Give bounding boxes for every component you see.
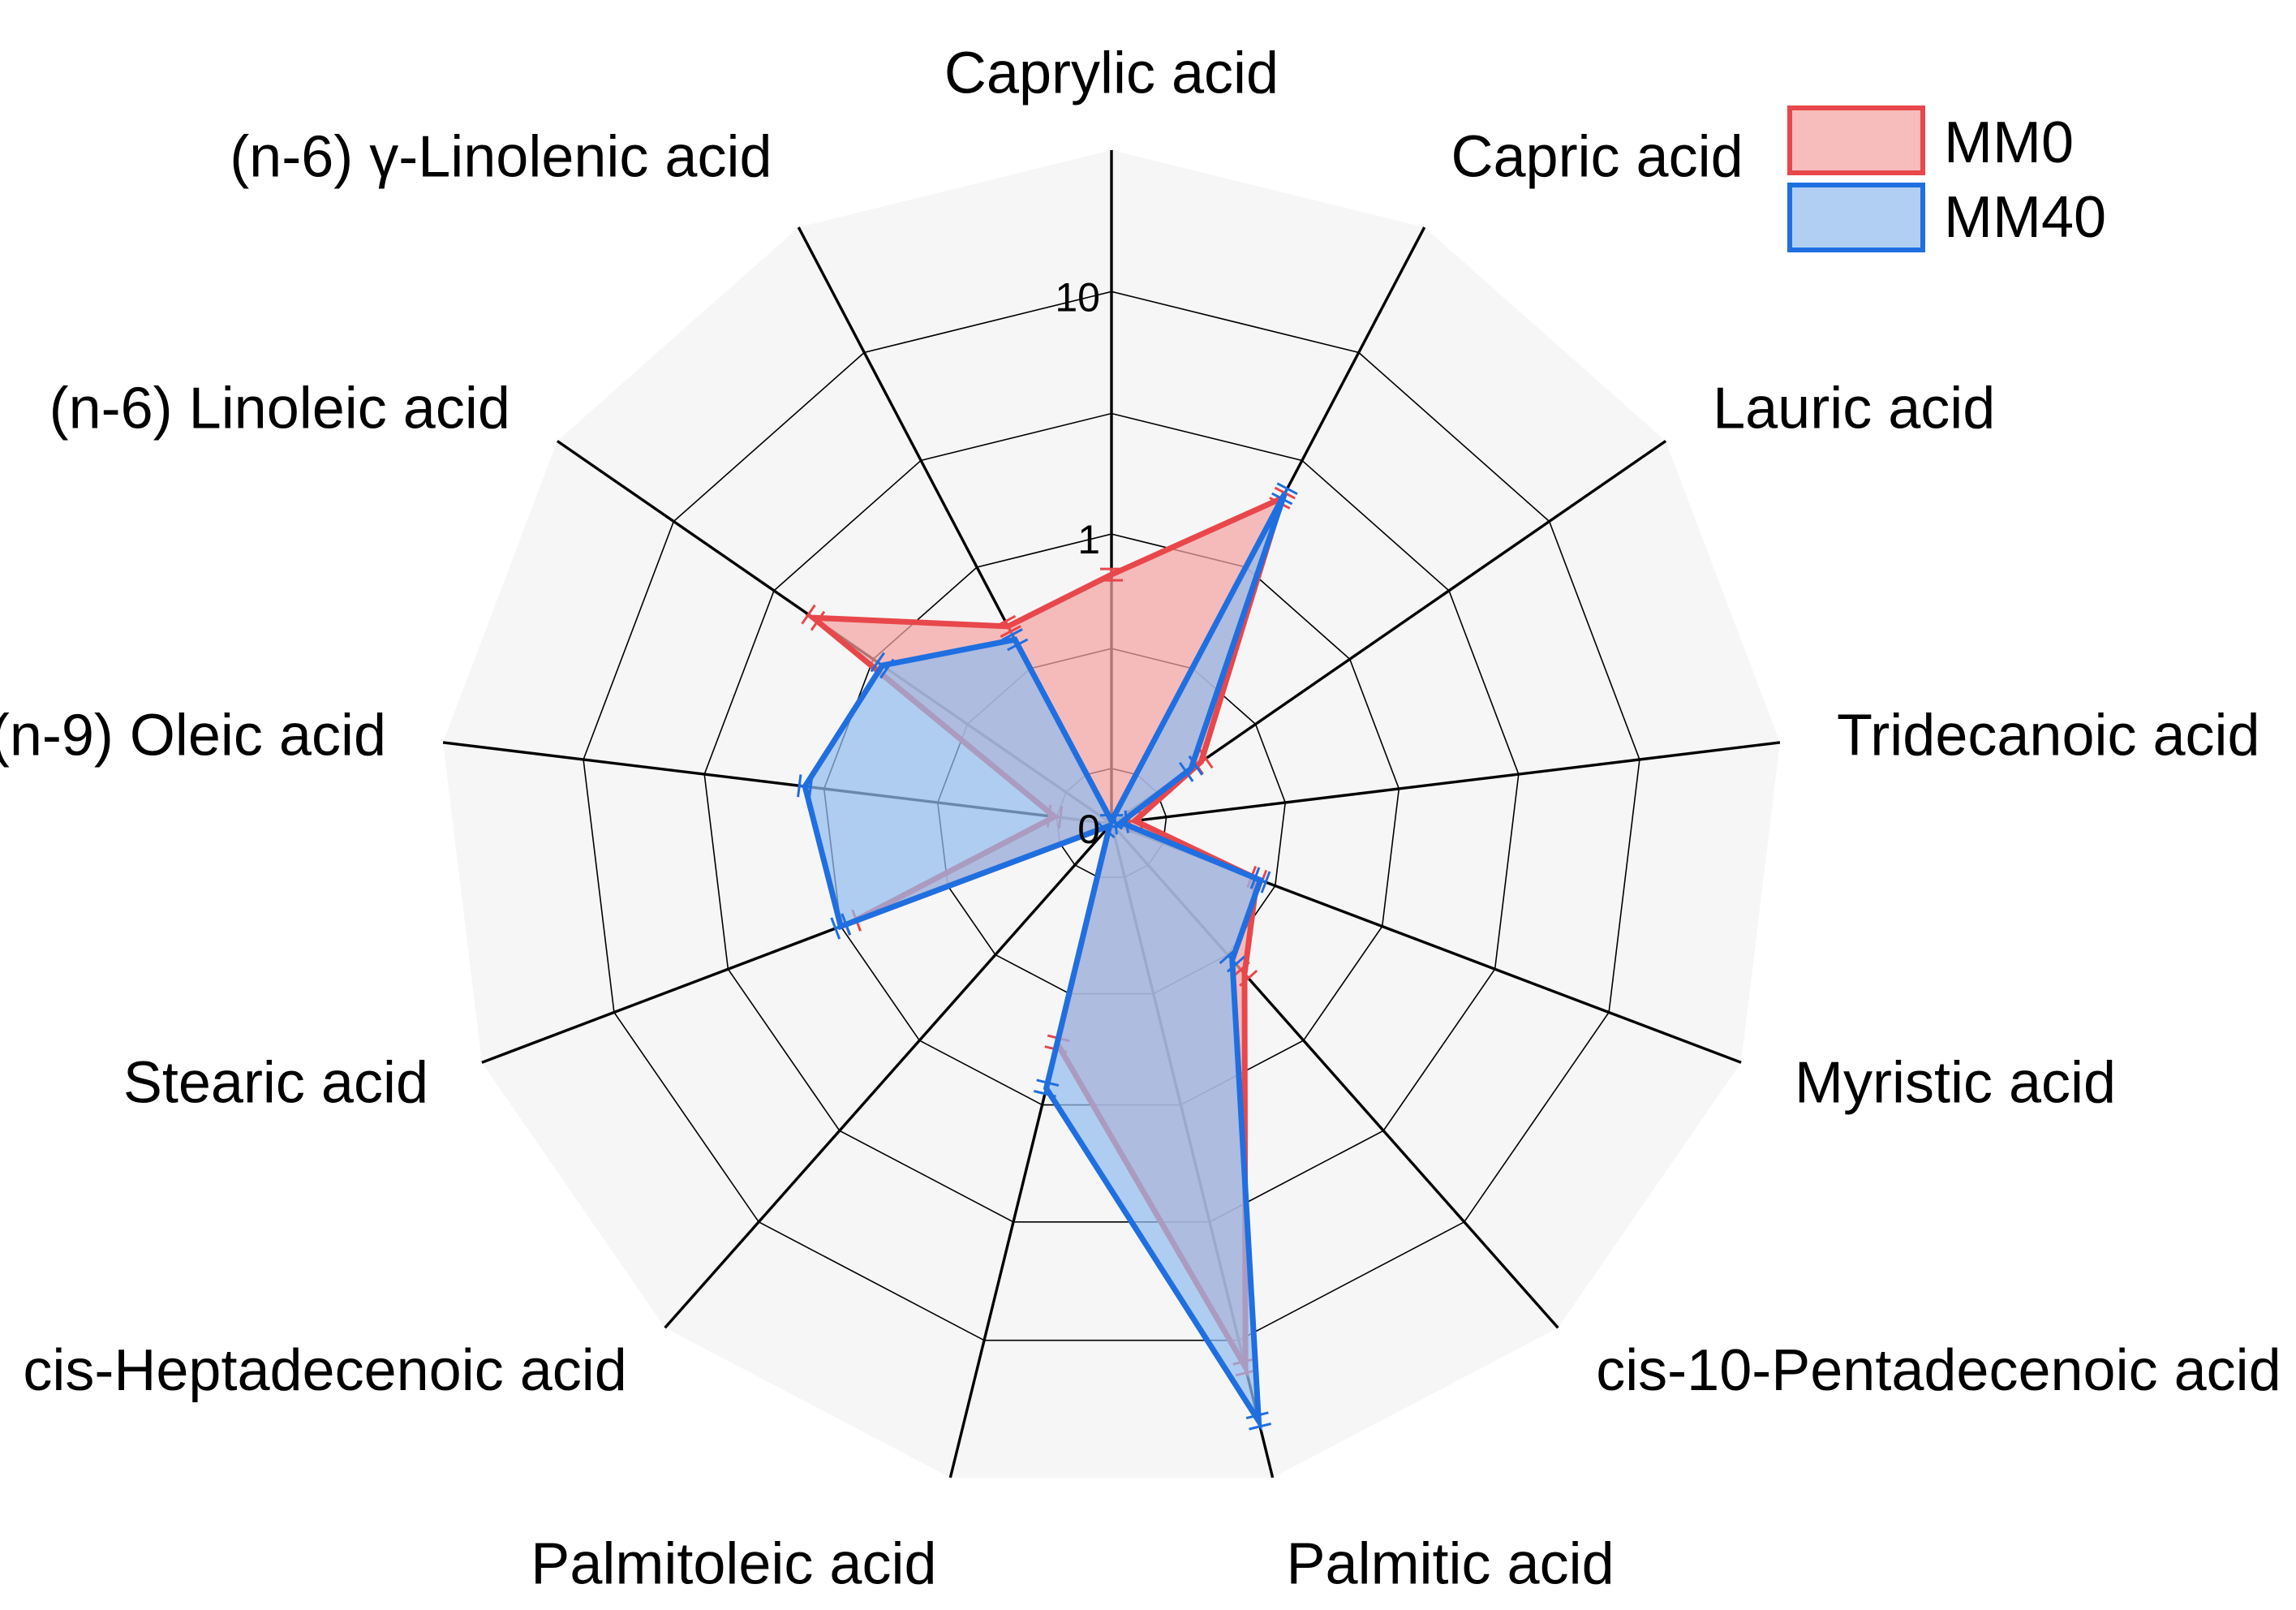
radial-tick-label: 10 [1055,274,1100,320]
data-point-mm40 [1276,482,1298,496]
spoke-line [1111,741,1781,825]
category-label: (n-9) Oleic acid [0,704,386,768]
error-bar-mm40 [1227,954,1237,966]
category-label: cis-10-Pentadecenoic acid [1596,1338,2281,1403]
error-bar-mm40 [1280,488,1288,500]
category-label: Lauric acid [1713,376,1995,441]
data-point-mm40 [1249,867,1261,889]
category-label: cis-Heptadecenoic acid [23,1338,626,1403]
series-layer [797,482,1298,1432]
legend-swatch-mm40 [1787,183,1925,252]
error-bar-mm40 [1256,1414,1262,1427]
error-bar-mm0 [1129,819,1142,823]
data-point-mm40 [841,913,852,936]
error-bar-mm40 [876,661,888,670]
legend-label-mm0: MM0 [1944,110,2074,175]
error-bar-mm0 [1004,621,1013,632]
category-label: Stearic acid [123,1050,428,1115]
legend: MM0 MM40 [1787,105,2106,252]
error-bar-mm40 [1254,876,1266,884]
series-line-mm40 [802,492,1288,1432]
radial-tick-label: 1 [1077,517,1100,562]
error-bar-mm0 [1195,757,1207,766]
radial-tick-labels: 0 1 10 [1055,274,1100,852]
grid-ring [583,291,1640,1341]
category-label: (n-6) Linoleic acid [49,376,510,441]
error-bar-mm40 [1115,820,1127,824]
error-bar-mm0 [1240,968,1249,979]
category-label: Palmitic acid [1287,1531,1615,1596]
error-bar-mm40 [799,784,811,789]
error-bar-mm40 [1185,764,1197,773]
category-label: Myristic acid [1795,1050,2116,1115]
grid-ring [703,412,1520,1223]
legend-swatch-mm0 [1787,105,1925,175]
category-label: Capric acid [1451,125,1743,190]
category-label: (n-6) γ-Linolenic acid [230,125,772,190]
data-point-mm40 [1096,821,1116,839]
legend-label-mm40: MM40 [1944,185,2106,250]
category-labels: Caprylic acid Capric acid Lauric acid Tride… [0,41,2281,1597]
error-bar-mm40 [1011,634,1019,646]
error-bar-mm0 [807,613,819,622]
error-bar-mm40 [1043,1082,1049,1095]
category-label: Caprylic acid [944,41,1279,106]
error-bar-mm40 [1105,820,1115,831]
error-bar-mm40 [835,923,847,930]
spoke-line [664,822,1113,1329]
category-label: Palmitoleic acid [531,1531,936,1596]
radial-tick-label: 0 [1077,807,1100,852]
category-label: Tridecanoic acid [1837,704,2260,768]
data-point-mm40 [870,652,885,673]
